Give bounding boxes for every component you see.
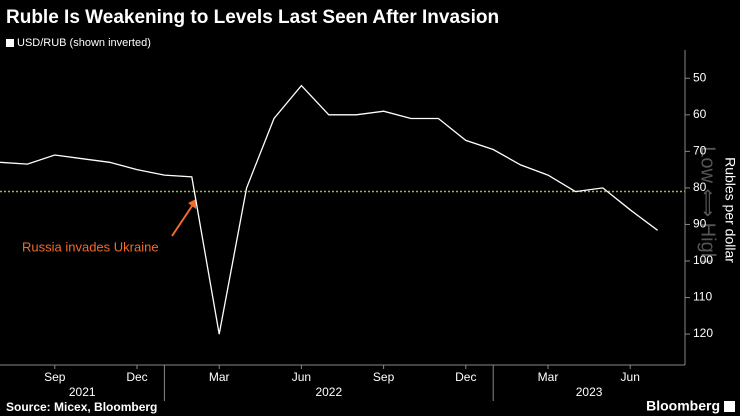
series-line: [0, 84, 658, 335]
legend-label: USD/RUB (shown inverted): [17, 37, 151, 49]
brand: Bloomberg: [646, 398, 720, 414]
legend-swatch: [6, 39, 14, 47]
annotation: Russia invades Ukraine: [22, 239, 159, 254]
brand-icon: [724, 401, 735, 412]
year-label: 2022: [315, 385, 342, 399]
x-tick-label: Sep: [44, 370, 66, 384]
year-label: 2021: [69, 385, 96, 399]
y-tick-label: 60: [693, 107, 707, 121]
x-tick-label: Dec: [126, 370, 147, 384]
x-tick-label: Mar: [209, 370, 230, 384]
source: Source: Micex, Bloomberg: [6, 400, 157, 414]
x-tick-label: Mar: [538, 370, 559, 384]
y-tick-label: 90: [693, 217, 707, 231]
y-axis-note: Low ⟺ High: [697, 146, 719, 264]
chart-title: Ruble Is Weakening to Levels Last Seen A…: [6, 7, 499, 28]
x-tick-label: Jun: [292, 370, 311, 384]
y-tick-label: 120: [693, 326, 713, 340]
x-tick-label: Sep: [373, 370, 395, 384]
y-tick-label: 110: [693, 290, 712, 304]
x-tick-label: Jun: [621, 370, 640, 384]
y-tick-label: 70: [693, 144, 707, 158]
y-tick-label: 80: [693, 180, 707, 194]
y-tick-label: 50: [693, 70, 707, 84]
year-label: 2023: [576, 385, 603, 399]
y-tick-label: 100: [693, 253, 713, 267]
x-tick-label: Dec: [455, 370, 476, 384]
y-axis-label: Rubles per dollar: [722, 157, 738, 263]
annotation-arrowhead: [188, 199, 196, 209]
